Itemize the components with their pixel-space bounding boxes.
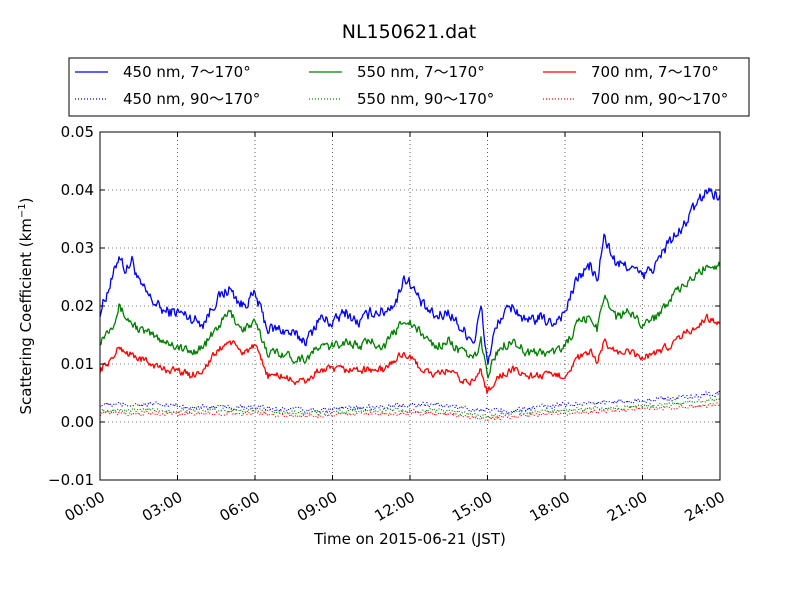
- legend-label: 450 nm, 7～170°: [123, 63, 251, 81]
- grid-lines: [100, 132, 720, 480]
- y-tick-label: 0.01: [61, 355, 94, 373]
- y-axis-label-main: Scattering Coefficient (km: [17, 218, 35, 414]
- legend: 450 nm, 7～170° 550 nm, 7～170° 700 nm, 7～17…: [68, 57, 750, 117]
- y-axis-label-superscript: −1: [17, 203, 28, 218]
- legend-label: 450 nm, 90～170°: [123, 90, 260, 108]
- y-tick-label: −0.01: [48, 471, 94, 489]
- y-tick-label: 0.04: [61, 181, 94, 199]
- y-tick-label: 0.02: [61, 297, 94, 315]
- y-tick-label: 0.05: [61, 123, 94, 141]
- y-tick-label: 0.00: [61, 413, 94, 431]
- series-line: [99, 261, 721, 379]
- series-line: [99, 402, 721, 422]
- series-layer: [99, 187, 721, 422]
- legend-label: 700 nm, 7～170°: [591, 63, 719, 81]
- x-axis-label: Time on 2015-06-21 (JST): [313, 530, 506, 548]
- y-tick-label: 0.03: [61, 239, 94, 257]
- legend-label: 550 nm, 7～170°: [357, 63, 485, 81]
- chart-title: NL150621.dat: [342, 21, 477, 43]
- legend-label: 550 nm, 90～170°: [357, 90, 494, 108]
- series-line: [99, 313, 721, 394]
- legend-label: 700 nm, 90～170°: [591, 90, 728, 108]
- series-line: [99, 397, 721, 419]
- series-line: [99, 187, 721, 365]
- y-axis-label-end: ): [17, 197, 35, 203]
- y-axis-label: Scattering Coefficient (km−1): [17, 197, 35, 414]
- legend-box: [68, 57, 750, 117]
